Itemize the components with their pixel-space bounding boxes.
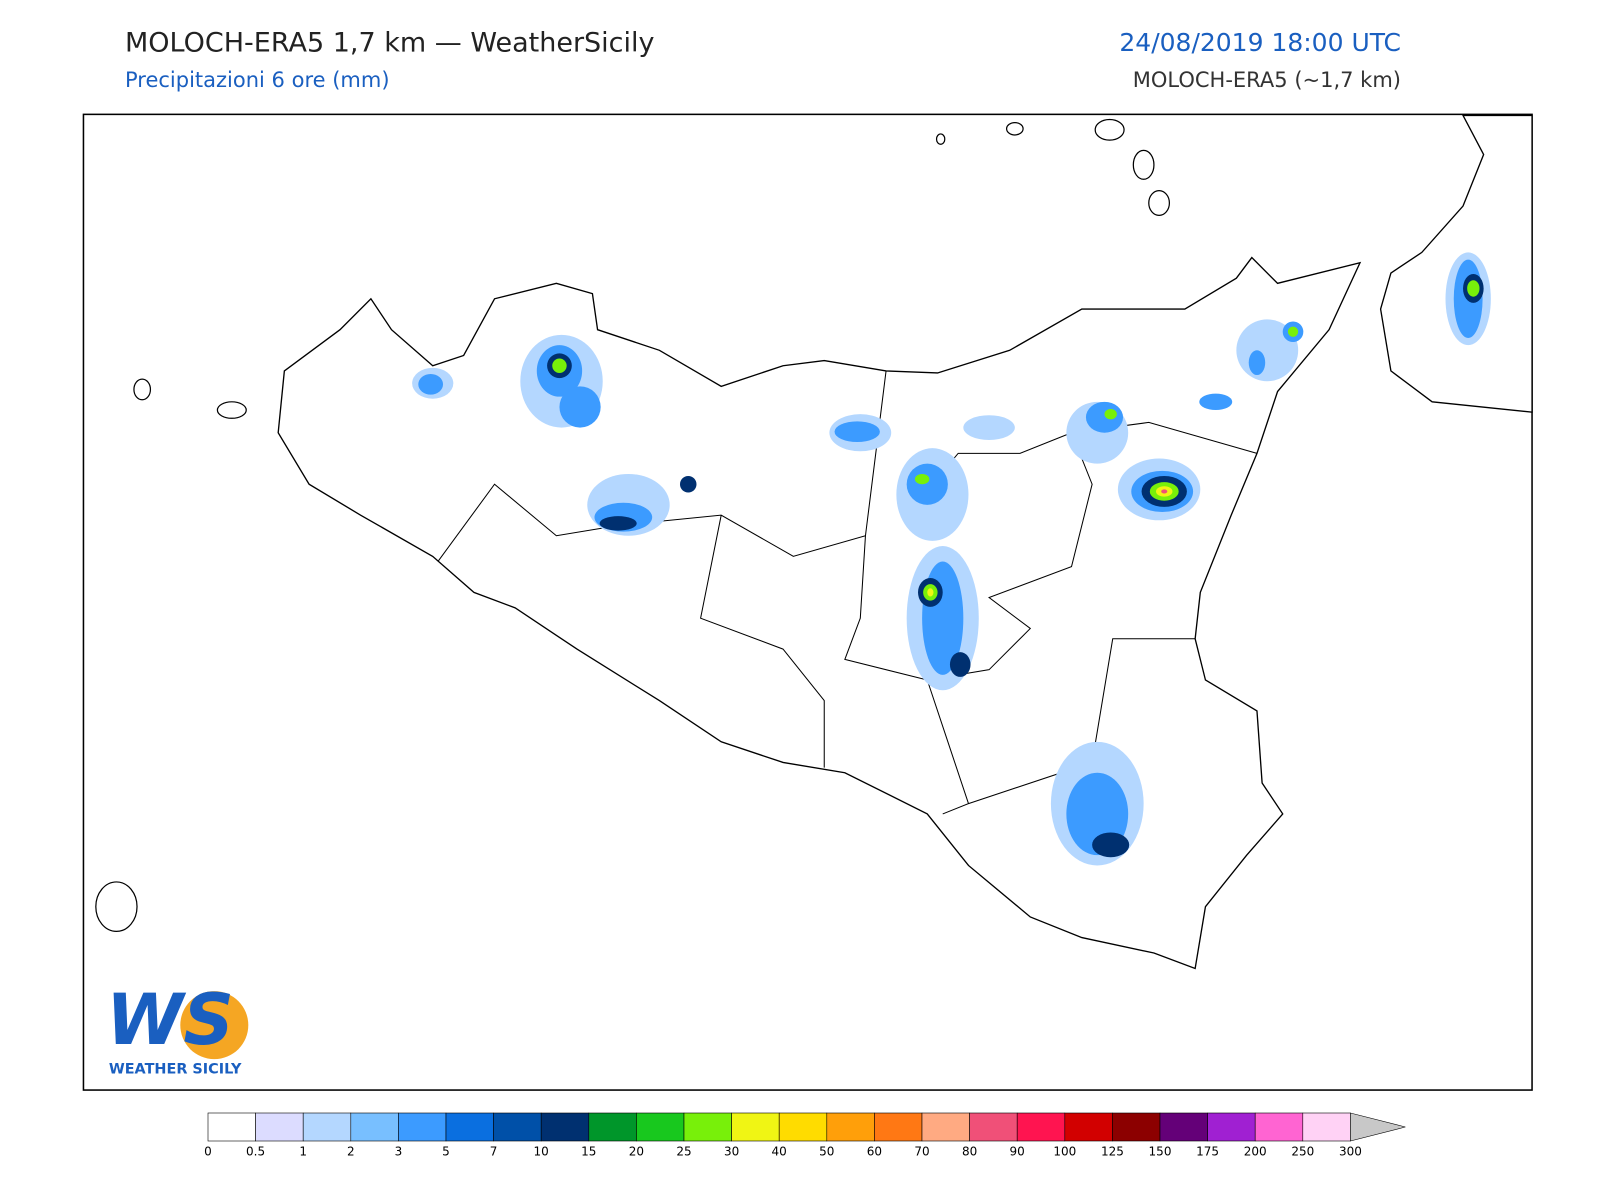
legend-swatch [874,1112,923,1142]
legend-label: 0.5 [246,1145,265,1159]
legend-swatch [445,1112,494,1142]
legend-swatch [921,1112,970,1142]
legend-swatch [1207,1112,1256,1142]
legend-swatch [683,1112,732,1142]
legend-swatch [1064,1112,1113,1142]
model: MOLOCH-ERA5 (~1,7 km) [1133,68,1401,92]
legend-label: 3 [395,1145,403,1159]
legend-label: 0 [204,1145,212,1159]
logo-letters: WS [106,979,234,1061]
legend-arrow [1350,1112,1406,1142]
islands [95,118,1171,933]
map: WS WEATHER SICILY [82,113,1533,1091]
legend-label: 20 [629,1145,644,1159]
legend-label: 2 [347,1145,355,1159]
legend-swatch [302,1112,352,1142]
legend-label: 80 [962,1145,977,1159]
legend-swatch [1254,1112,1304,1142]
legend-label: 300 [1339,1145,1362,1159]
legend-label: 125 [1101,1145,1124,1159]
logo-text: WEATHER SICILY [109,1061,242,1077]
legend-label: 5 [442,1145,450,1159]
legend-label: 60 [867,1145,882,1159]
legend-label: 15 [581,1145,596,1159]
legend-swatch [1159,1112,1208,1142]
legend-swatch [826,1112,875,1142]
legend-label: 250 [1291,1145,1314,1159]
legend-label: 100 [1053,1145,1076,1159]
legend-swatch [731,1112,780,1142]
title: MOLOCH-ERA5 1,7 km — WeatherSicily [125,28,655,59]
legend-swatch [398,1112,447,1142]
legend-label: 10 [534,1145,549,1159]
legend-swatch [493,1112,542,1142]
legend-label: 50 [819,1145,834,1159]
legend-swatch [588,1112,637,1142]
legend: 0 0.5 1 2 3 5 7 10 15 20 25 30 40 50 60 70 80 90 100 125 150… [204,1112,1406,1159]
legend-swatch [350,1112,399,1142]
legend-swatch [636,1112,685,1142]
legend-label: 40 [772,1145,787,1159]
legend-label: 150 [1149,1145,1172,1159]
legend-label: 200 [1244,1145,1267,1159]
logo: WS WEATHER SICILY [106,979,249,1077]
legend-swatch [1016,1112,1066,1142]
legend-label: 25 [676,1145,691,1159]
datetime: 24/08/2019 18:00 UTC [1119,28,1401,57]
legend-label: 7 [490,1145,498,1159]
legend-swatch [778,1112,828,1142]
legend-swatch [207,1112,256,1142]
precipitation [412,252,1491,866]
legend-swatch [540,1112,590,1142]
legend-swatch [1302,1112,1351,1142]
subtitle: Precipitazioni 6 ore (mm) [125,68,390,92]
legend-label: 175 [1196,1145,1219,1159]
legend-swatch [1112,1112,1161,1142]
legend-label: 30 [724,1145,739,1159]
legend-label: 1 [299,1145,307,1159]
legend-label: 90 [1010,1145,1025,1159]
legend-swatch [255,1112,304,1142]
legend-label: 70 [914,1145,929,1159]
legend-swatch [969,1112,1018,1142]
